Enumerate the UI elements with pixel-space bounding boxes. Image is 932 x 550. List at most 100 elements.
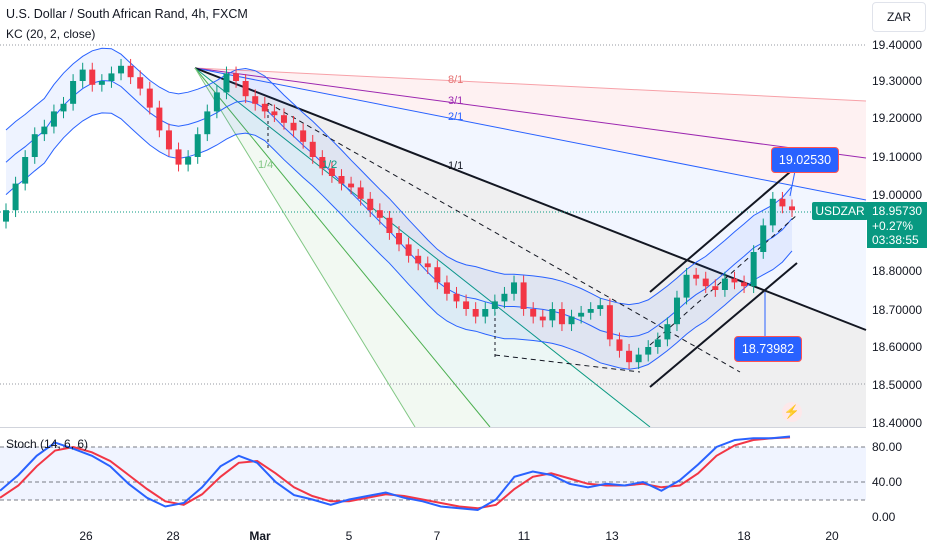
fan-line-2-1 [194,67,867,201]
stoch-tick-label: 80.00 [872,440,903,454]
candle-body [98,81,105,85]
current-price: 18.95730 [872,204,923,218]
candle-body [70,81,77,104]
candle-body [597,305,604,309]
candle-body [405,244,412,256]
candle-body [290,122,297,131]
keltner-band-fill [6,48,792,370]
candle-body [760,225,767,252]
candle-body [664,324,671,340]
candle-body [731,278,738,283]
candle-body [693,274,700,279]
stoch-k-line [0,435,791,512]
candle-body [242,81,249,97]
candle-body [520,282,527,309]
candle-body [127,65,134,78]
candle-body [578,312,585,317]
upper-callout-connector [789,170,796,197]
candle-body [587,309,594,313]
candle-body [769,198,776,226]
fan-line-1-8 [194,67,416,428]
candle-body [41,126,48,135]
rising-channel-lower [649,262,798,388]
candle-body [789,206,795,211]
price-tick-label: 19.30000 [872,74,923,88]
fan-label-1-4: 1/4 [258,159,274,171]
time-tick-label: 20 [825,529,839,543]
candle-body [635,354,642,363]
price-tick-label: 18.60000 [872,340,923,354]
candle-body [606,305,613,340]
candle-body [568,316,575,325]
candle-body [204,111,211,135]
stoch-label[interactable]: Stoch (14, 6, 6) [6,437,89,451]
candle-body [280,115,287,123]
currency-button[interactable]: ZAR [872,2,926,32]
candle-body [741,282,748,287]
candle-body [79,69,86,81]
candle-body [779,198,786,207]
candle-body [3,210,9,222]
candle-body [194,134,201,157]
stoch-band [0,447,866,500]
price-tick-label: 19.00000 [872,188,923,202]
price-tick-label: 18.50000 [872,378,923,392]
upper-price-callout[interactable]: 19.02530 [771,147,839,173]
candle-body [396,233,402,245]
candle-body [645,347,652,355]
candle-body [539,316,546,321]
candle-body [31,134,38,157]
current-price-box: 18.95730 +0.27% 03:38:55 [867,202,927,248]
time-tick-label: 28 [166,529,180,543]
lightning-icon[interactable]: ⚡ [782,402,802,422]
candle-body [491,301,498,309]
candle-body [319,157,326,169]
dashed-channel-lower [494,354,641,373]
time-tick-label: 7 [433,529,441,543]
keltner-lower [5,112,793,370]
fan-label-8-1: 8/1 [448,74,464,86]
candle-body [22,157,29,184]
fan-label-3-1: 3/1 [448,95,464,107]
candle-body [252,96,259,104]
candle-body [223,73,230,93]
candle-body [702,278,709,287]
candle-body [156,107,163,131]
candle-body [530,309,537,317]
candle-body [626,350,633,363]
price-tick-label: 18.80000 [872,264,923,278]
candle-body [415,255,422,264]
rising-channel-upper [649,171,791,293]
price-tick-label: 19.40000 [872,38,923,52]
candle-body [443,282,450,294]
price-tick-label: 19.20000 [872,111,923,125]
candle-body [89,69,96,85]
candle-body [376,210,383,218]
pane-separator[interactable] [0,427,866,428]
fan-line-1-1 [194,67,867,331]
candle-body [175,149,182,165]
keltner-upper [5,47,793,306]
stoch-tick-label: 0.00 [872,510,896,524]
lower-price-callout[interactable]: 18.73982 [734,336,802,362]
stoch-tick-label: 40.00 [872,475,903,489]
candle-body [558,309,565,325]
fan-line-8-1 [194,67,867,102]
price-tick-label: 18.70000 [872,303,923,317]
candle-body [511,282,518,294]
candle-body [424,263,431,268]
candle-body [213,92,220,112]
price-tick-label: 19.10000 [872,150,923,164]
fan-zone-1-1 [195,68,866,427]
indicator-label[interactable]: KC (20, 2, close) [6,27,96,41]
price-tick-label: 18.40000 [872,416,923,430]
candle-body [463,301,470,309]
time-tick-label: 18 [737,529,751,543]
candle-body [50,111,57,127]
price-change: +0.27% [872,218,914,233]
dashed-channel-upper [267,102,741,373]
candle-body [271,111,278,116]
candle-body [261,103,268,112]
candle-body [750,252,757,287]
